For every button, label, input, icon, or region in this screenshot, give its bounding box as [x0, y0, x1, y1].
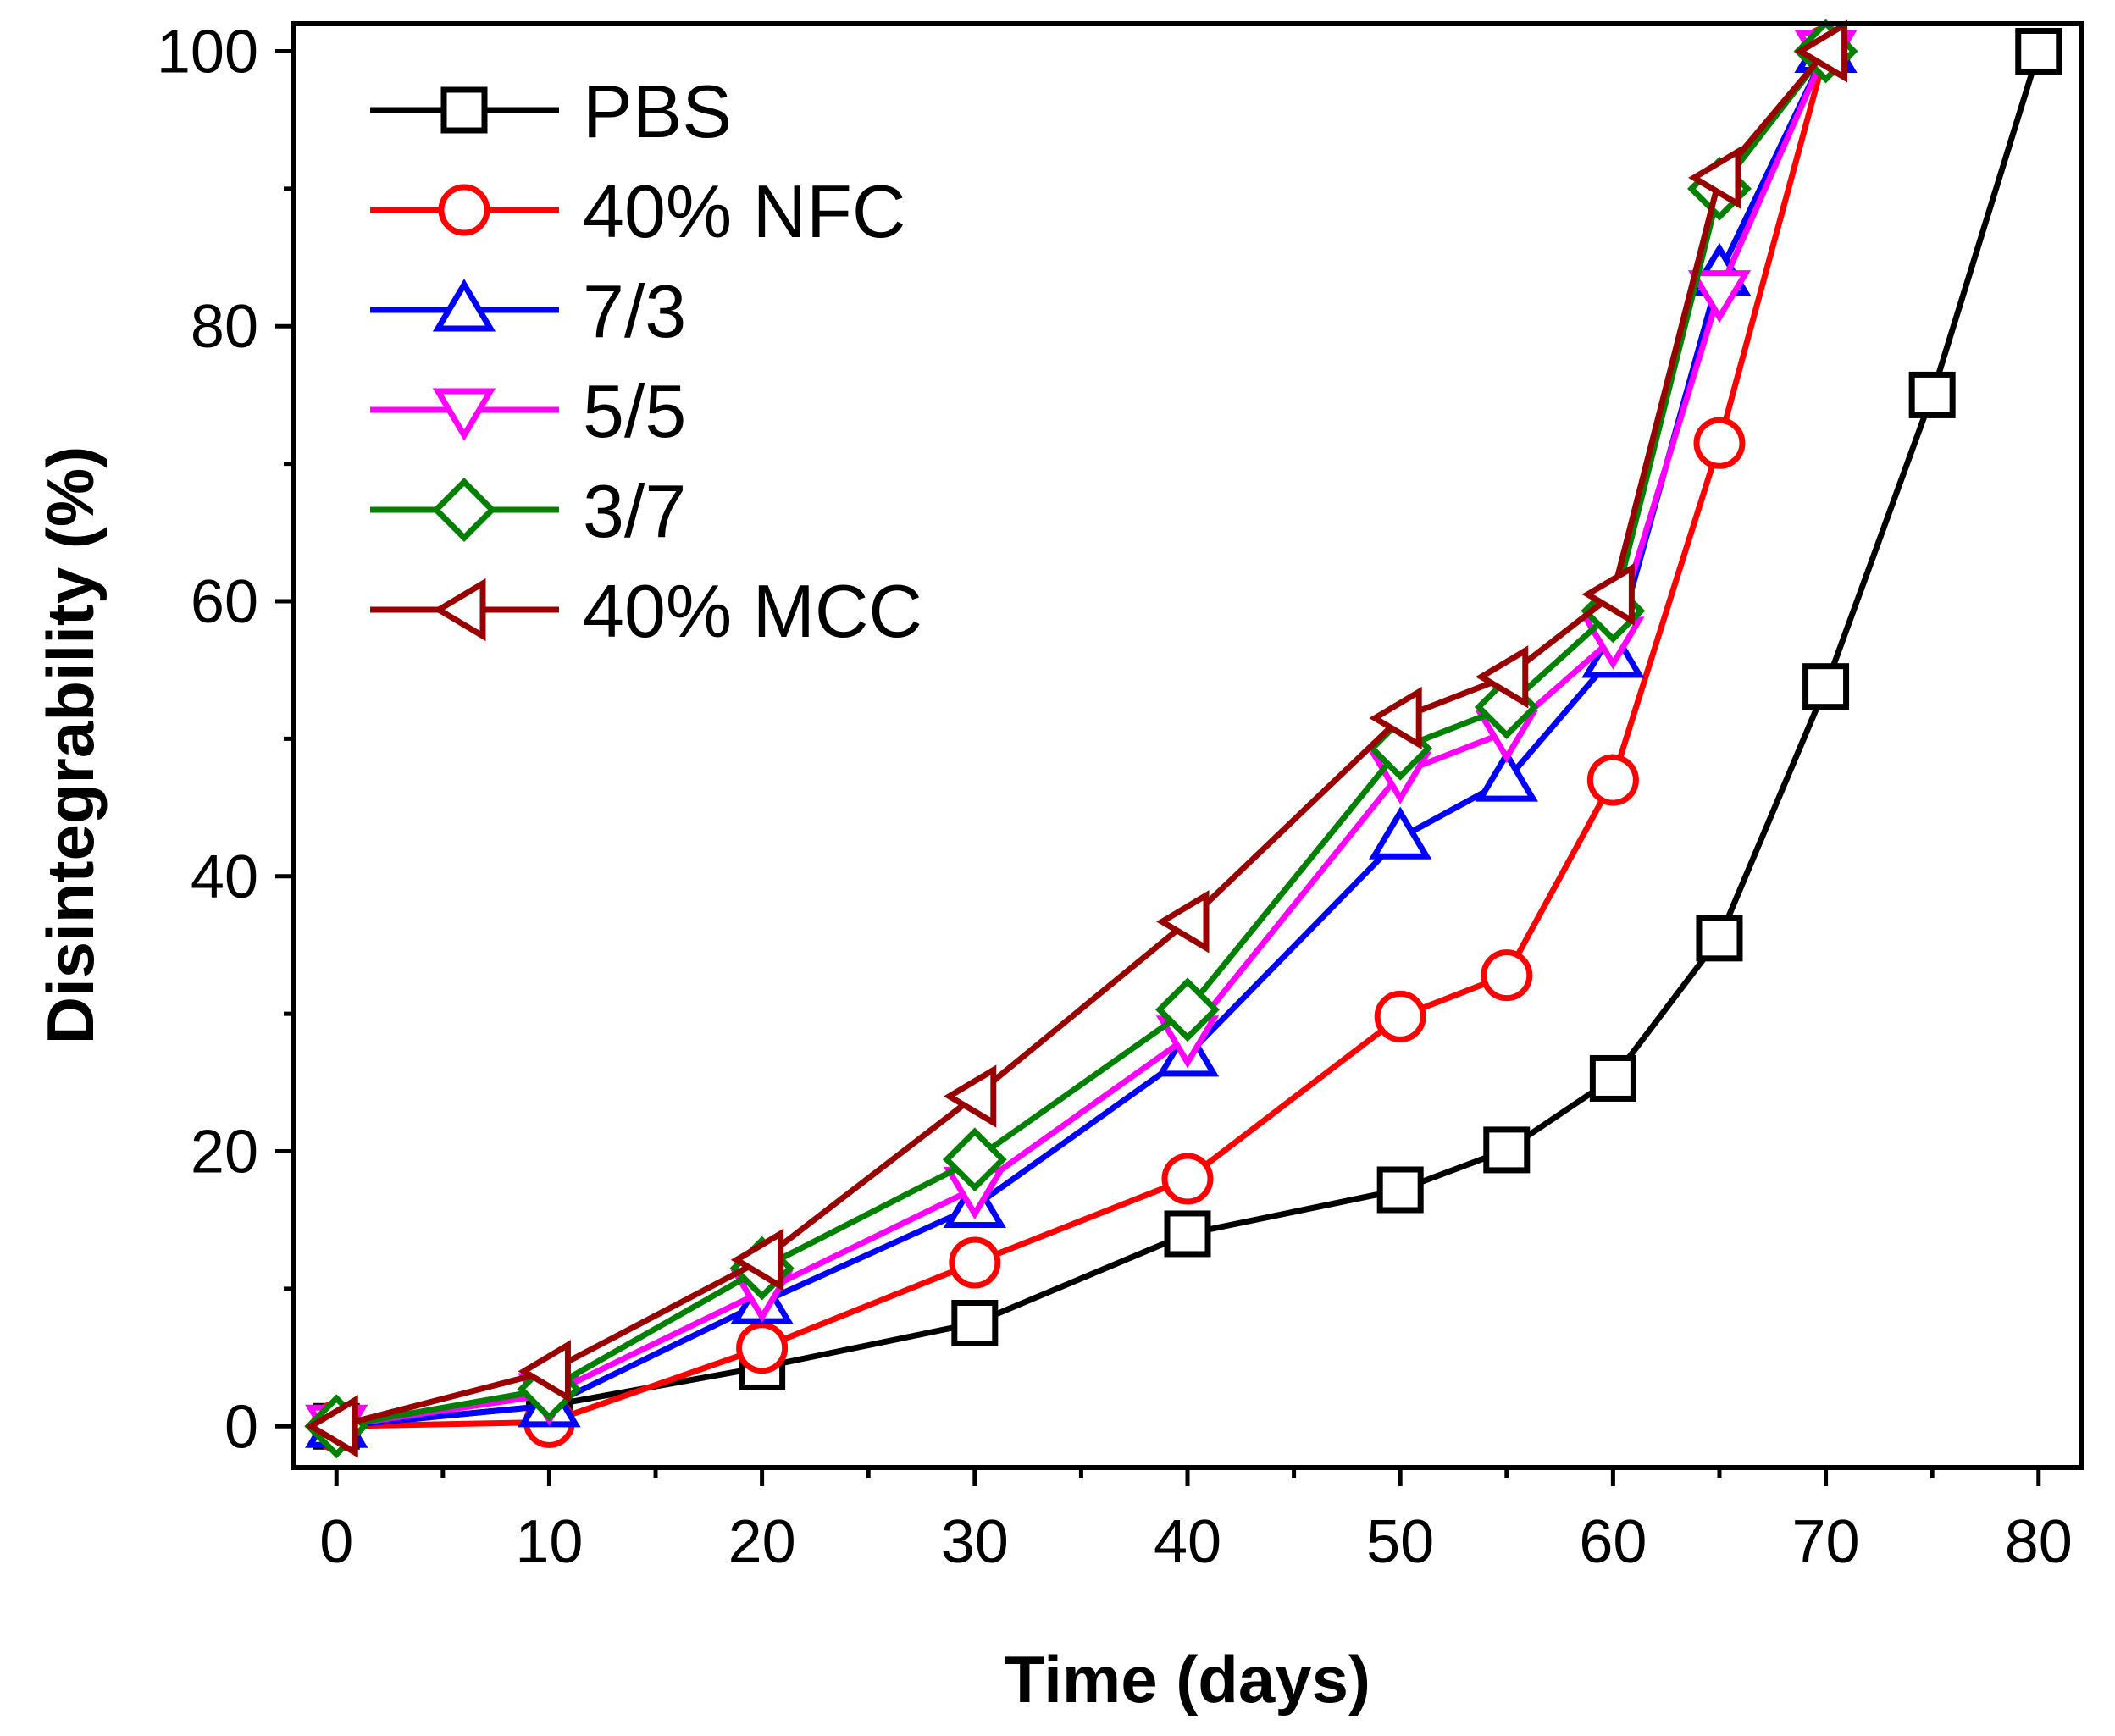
data-point-pbs-50: [1376, 1166, 1424, 1214]
y-tick-label: 80: [191, 293, 258, 361]
data-point-40pct-nfc-50: [1374, 990, 1426, 1042]
data-point-40pct-mcc-40: [1156, 890, 1210, 954]
data-point-5-5-65: [1687, 270, 1752, 323]
data-point-40pct-nfc-30: [949, 1236, 1001, 1289]
x-axis-title: Time (days): [1005, 1642, 1370, 1717]
legend-label-40pct-nfc: 40% NFC: [583, 169, 905, 253]
legend-label-40pct-mcc: 40% MCC: [583, 569, 922, 653]
y-tick-label: 20: [191, 1119, 258, 1186]
data-point-7-3-50: [1369, 806, 1432, 860]
data-point-40pct-nfc-40: [1161, 1153, 1214, 1205]
y-axis-title: Disintegrability (%): [33, 446, 108, 1044]
data-point-40pct-nfc-65: [1693, 417, 1746, 469]
y-tick-label: 40: [191, 843, 258, 911]
data-point-40pct-mcc-60: [1581, 562, 1635, 627]
y-tick-label: 100: [157, 18, 258, 86]
legend-label-pbs: PBS: [583, 69, 732, 153]
data-point-40pct-nfc-60: [1586, 754, 1639, 806]
x-tick-label: 20: [728, 1508, 796, 1576]
legend-marker-40pct-nfc: [438, 184, 490, 236]
axes-layer: 0 10 20 30 40 50 60 70 80 0 20 40 60 80 100: [157, 18, 2084, 1576]
data-point-3-7-40: [1155, 977, 1220, 1042]
data-point-pbs-70: [1802, 663, 1850, 710]
data-point-40pct-mcc-30: [943, 1064, 997, 1128]
series-40pct-mcc: [305, 19, 1848, 1458]
data-point-pbs-60: [1589, 1054, 1636, 1102]
data-point-40pct-nfc-20: [736, 1322, 789, 1374]
data-point-40pct-mcc-55: [1475, 645, 1529, 709]
series-line-40pct-mcc: [335, 49, 1829, 1429]
legend-marker-5-5: [432, 388, 496, 441]
data-point-40pct-mcc-0: [305, 1395, 358, 1458]
legend-marker-40pct-mcc: [433, 578, 486, 642]
x-tick-label: 60: [1579, 1508, 1647, 1576]
data-point-40pct-mcc-70: [1794, 19, 1848, 83]
legend-label-7-3: 7/3: [583, 269, 686, 353]
series-line-40pct-nfc: [336, 50, 1829, 1429]
y-tick-label: 0: [224, 1393, 258, 1461]
x-tick-label: 70: [1792, 1508, 1860, 1576]
data-point-40pct-nfc-55: [1481, 949, 1533, 1002]
x-tick-label: 30: [941, 1508, 1009, 1576]
legend-marker-3-7: [432, 478, 496, 542]
data-point-pbs-40: [1164, 1210, 1211, 1258]
data-point-40pct-mcc-50: [1369, 686, 1422, 750]
y-tick-label: 60: [191, 568, 258, 636]
data-point-pbs-75: [1908, 371, 1956, 418]
x-tick-label: 10: [515, 1508, 583, 1576]
series-line-5-5: [335, 50, 1829, 1429]
legend-marker-7-3: [432, 279, 496, 332]
legend-marker-pbs: [440, 86, 488, 134]
data-point-pbs-30: [951, 1300, 999, 1346]
series-line-pbs: [335, 50, 2042, 1429]
data-point-pbs-65: [1696, 915, 1743, 962]
legend-item-pbs: PBS: [370, 69, 732, 153]
data-point-7-3-55: [1475, 749, 1538, 802]
legend-item-40pct-nfc: 40% NFC: [370, 169, 905, 253]
legend-item-40pct-mcc: 40% MCC: [370, 569, 922, 653]
x-tick-label: 0: [319, 1508, 353, 1576]
data-point-40pct-mcc-20: [730, 1228, 784, 1291]
x-tick-label: 50: [1366, 1508, 1434, 1576]
series-layer: [304, 19, 2062, 1459]
legend-item-5-5: 5/5: [370, 369, 686, 453]
data-point-3-7-30: [942, 1127, 1007, 1192]
data-point-40pct-mcc-10: [518, 1340, 571, 1403]
data-point-pbs-55: [1483, 1126, 1531, 1174]
x-tick-label: 80: [2005, 1508, 2073, 1576]
legend-label-5-5: 5/5: [583, 369, 686, 453]
x-tick-label: 40: [1154, 1508, 1221, 1576]
data-point-pbs-80: [2015, 27, 2062, 75]
legend-item-7-3: 7/3: [370, 269, 686, 353]
legend-item-3-7: 3/7: [370, 469, 686, 553]
data-point-40pct-mcc-65: [1688, 146, 1741, 210]
legend-label-3-7: 3/7: [583, 469, 686, 553]
legend: PBS 40% NFC 7/3 5/5 3/7 40% MCC: [370, 69, 922, 653]
series-line-3-7: [335, 49, 1829, 1429]
